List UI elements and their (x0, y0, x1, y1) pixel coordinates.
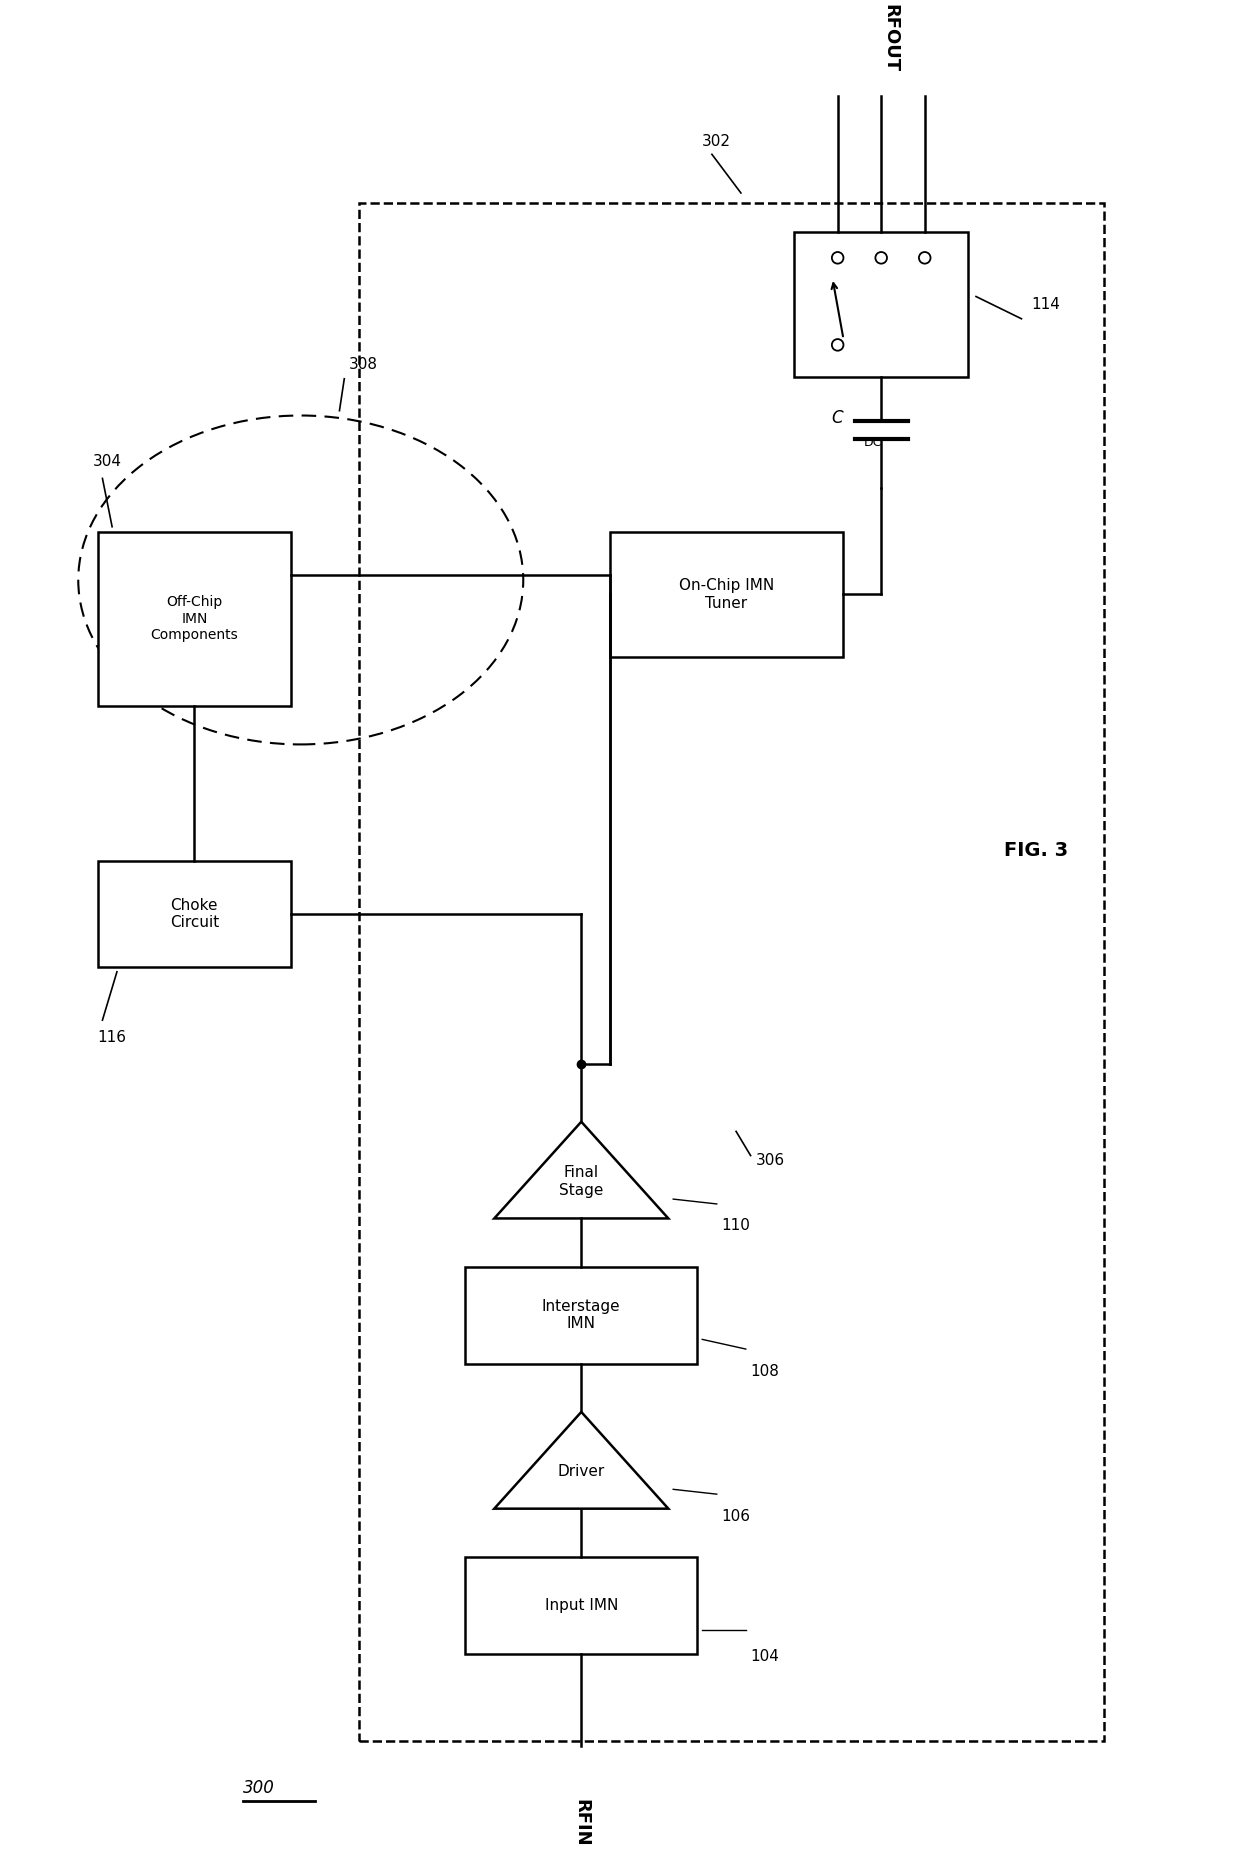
Bar (98, 861, 291, 968)
Polygon shape (495, 1121, 668, 1218)
Text: 110: 110 (722, 1218, 750, 1233)
Bar (358, 204, 1104, 1741)
Text: Final
Stage: Final Stage (559, 1166, 604, 1197)
Text: Driver: Driver (558, 1465, 605, 1479)
Text: 116: 116 (98, 1029, 126, 1044)
Bar (465, 1558, 697, 1653)
Text: 306: 306 (755, 1153, 785, 1168)
Bar (98, 532, 291, 706)
Text: DC: DC (863, 435, 882, 448)
Text: 302: 302 (702, 134, 732, 149)
Polygon shape (495, 1412, 668, 1509)
Text: 308: 308 (350, 357, 378, 372)
Text: 300: 300 (243, 1778, 274, 1797)
Text: C: C (831, 409, 843, 428)
Text: 108: 108 (750, 1364, 780, 1379)
Bar (794, 232, 968, 377)
Text: Off-Chip
IMN
Components: Off-Chip IMN Components (150, 596, 238, 643)
Text: 114: 114 (1032, 297, 1060, 312)
Text: 106: 106 (722, 1509, 750, 1524)
Bar (465, 1267, 697, 1364)
Text: On-Chip IMN
Tuner: On-Chip IMN Tuner (678, 579, 774, 611)
Text: RFOUT: RFOUT (882, 4, 900, 73)
Text: Input IMN: Input IMN (544, 1597, 618, 1612)
Text: RFIN: RFIN (573, 1799, 590, 1847)
Text: FIG. 3: FIG. 3 (1004, 841, 1068, 861)
Text: Interstage
IMN: Interstage IMN (542, 1298, 620, 1332)
Text: 304: 304 (93, 454, 122, 469)
Bar (610, 532, 842, 658)
Text: Choke
Circuit: Choke Circuit (170, 897, 219, 930)
Text: 104: 104 (750, 1649, 780, 1664)
